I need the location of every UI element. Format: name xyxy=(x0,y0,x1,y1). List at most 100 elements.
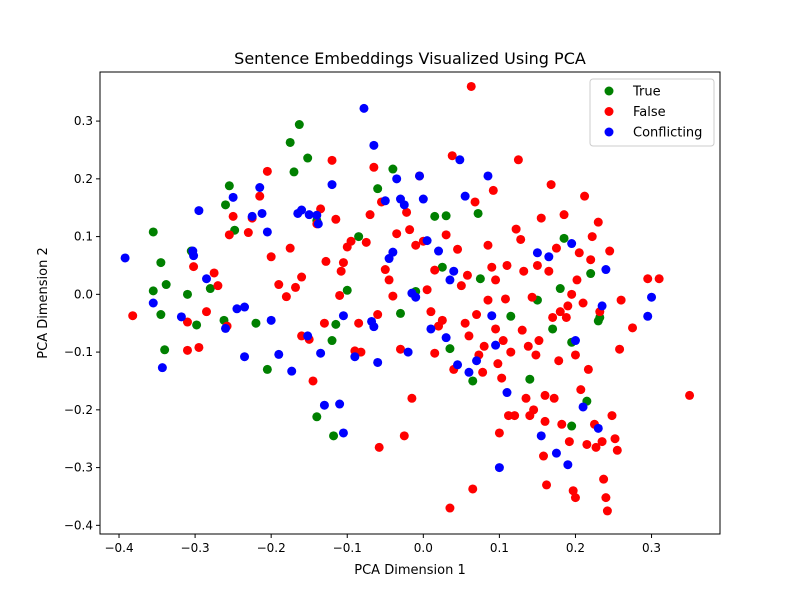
point-false-92 xyxy=(510,411,520,421)
point-true-32 xyxy=(437,262,447,272)
chart-title: Sentence Embeddings Visualized Using PCA xyxy=(234,49,586,68)
point-false-148 xyxy=(615,344,625,354)
point-false-116 xyxy=(554,356,564,366)
point-false-47 xyxy=(392,229,402,239)
point-true-33 xyxy=(441,211,451,221)
point-conflicting-15 xyxy=(257,208,267,218)
point-false-15 xyxy=(266,252,276,262)
point-false-70 xyxy=(464,331,474,341)
x-tick-label: −0.3 xyxy=(181,541,210,555)
point-false-44 xyxy=(380,265,390,275)
point-conflicting-74 xyxy=(597,301,607,311)
point-true-13 xyxy=(221,200,231,210)
point-conflicting-61 xyxy=(487,311,497,321)
point-true-42 xyxy=(555,284,565,294)
x-tick-label: 0.0 xyxy=(414,541,433,555)
point-false-146 xyxy=(610,434,620,444)
y-axis-label: PCA Dimension 2 xyxy=(36,247,51,358)
point-false-64 xyxy=(447,151,457,161)
point-false-6 xyxy=(209,268,219,278)
y-tick-label: −0.4 xyxy=(64,518,93,532)
point-true-38 xyxy=(506,311,516,321)
point-false-56 xyxy=(422,285,432,295)
point-conflicting-38 xyxy=(380,196,390,206)
y-tick-label: 0.2 xyxy=(74,172,93,186)
point-false-18 xyxy=(285,243,295,253)
point-false-79 xyxy=(483,240,493,250)
point-conflicting-57 xyxy=(460,191,470,201)
point-true-24 xyxy=(331,319,341,329)
point-false-123 xyxy=(567,289,577,299)
point-conflicting-23 xyxy=(304,210,314,220)
point-false-143 xyxy=(602,506,612,516)
point-false-74 xyxy=(472,310,482,320)
point-false-66 xyxy=(453,244,463,254)
point-conflicting-67 xyxy=(544,252,554,262)
point-false-49 xyxy=(399,431,409,441)
point-conflicting-13 xyxy=(247,211,257,221)
point-false-27 xyxy=(321,256,331,266)
point-false-113 xyxy=(548,312,558,322)
point-false-58 xyxy=(430,348,440,358)
point-false-85 xyxy=(494,428,504,438)
point-false-40 xyxy=(369,162,379,172)
point-true-27 xyxy=(373,184,383,194)
point-conflicting-14 xyxy=(255,183,265,192)
legend-box xyxy=(589,78,715,147)
x-axis-ticks: −0.4 −0.3 −0.2 −0.1 0.0 0.1 0.2 0.3 xyxy=(104,534,661,555)
point-false-83 xyxy=(491,275,501,285)
point-false-3 xyxy=(189,262,199,272)
point-conflicting-75 xyxy=(601,265,611,275)
point-false-62 xyxy=(441,230,451,240)
point-conflicting-9 xyxy=(228,192,238,202)
point-false-105 xyxy=(534,336,544,346)
point-false-46 xyxy=(388,291,398,301)
point-false-137 xyxy=(591,442,601,452)
point-true-26 xyxy=(354,232,364,242)
point-false-13 xyxy=(255,191,265,201)
point-false-150 xyxy=(628,323,638,333)
point-conflicting-62 xyxy=(491,340,501,350)
point-false-72 xyxy=(468,484,478,494)
point-false-149 xyxy=(616,295,626,305)
point-conflicting-55 xyxy=(453,360,463,370)
point-true-35 xyxy=(468,376,478,386)
point-false-130 xyxy=(578,298,588,308)
point-conflicting-50 xyxy=(426,324,436,334)
legend-label-true: True xyxy=(632,85,661,100)
point-false-50 xyxy=(402,207,412,217)
point-false-37 xyxy=(356,347,366,357)
point-false-41 xyxy=(373,310,383,320)
point-conflicting-22 xyxy=(303,331,313,341)
point-conflicting-31 xyxy=(338,311,348,321)
point-conflicting-41 xyxy=(392,174,402,184)
point-conflicting-1 xyxy=(148,298,158,308)
point-false-34 xyxy=(346,236,356,246)
point-true-28 xyxy=(388,164,398,174)
point-conflicting-24 xyxy=(312,210,322,220)
points-layer xyxy=(120,81,695,516)
point-conflicting-43 xyxy=(399,200,409,210)
point-false-63 xyxy=(445,503,455,513)
point-conflicting-48 xyxy=(418,194,428,204)
point-false-16 xyxy=(274,280,284,290)
point-true-21 xyxy=(312,412,322,422)
point-conflicting-28 xyxy=(327,180,337,190)
point-false-118 xyxy=(557,419,567,429)
point-true-19 xyxy=(303,153,313,163)
point-true-11 xyxy=(224,181,234,191)
point-true-45 xyxy=(567,421,577,431)
point-true-5 xyxy=(148,286,158,296)
y-tick-label: 0.3 xyxy=(74,114,93,128)
point-false-39 xyxy=(365,210,375,220)
point-false-11 xyxy=(243,228,253,238)
point-false-36 xyxy=(354,318,364,328)
point-false-124 xyxy=(568,486,578,496)
point-false-10 xyxy=(228,211,238,221)
point-conflicting-10 xyxy=(232,304,242,314)
point-false-2 xyxy=(182,317,192,327)
point-true-47 xyxy=(586,269,596,279)
point-false-131 xyxy=(580,191,590,201)
point-false-45 xyxy=(384,275,394,285)
